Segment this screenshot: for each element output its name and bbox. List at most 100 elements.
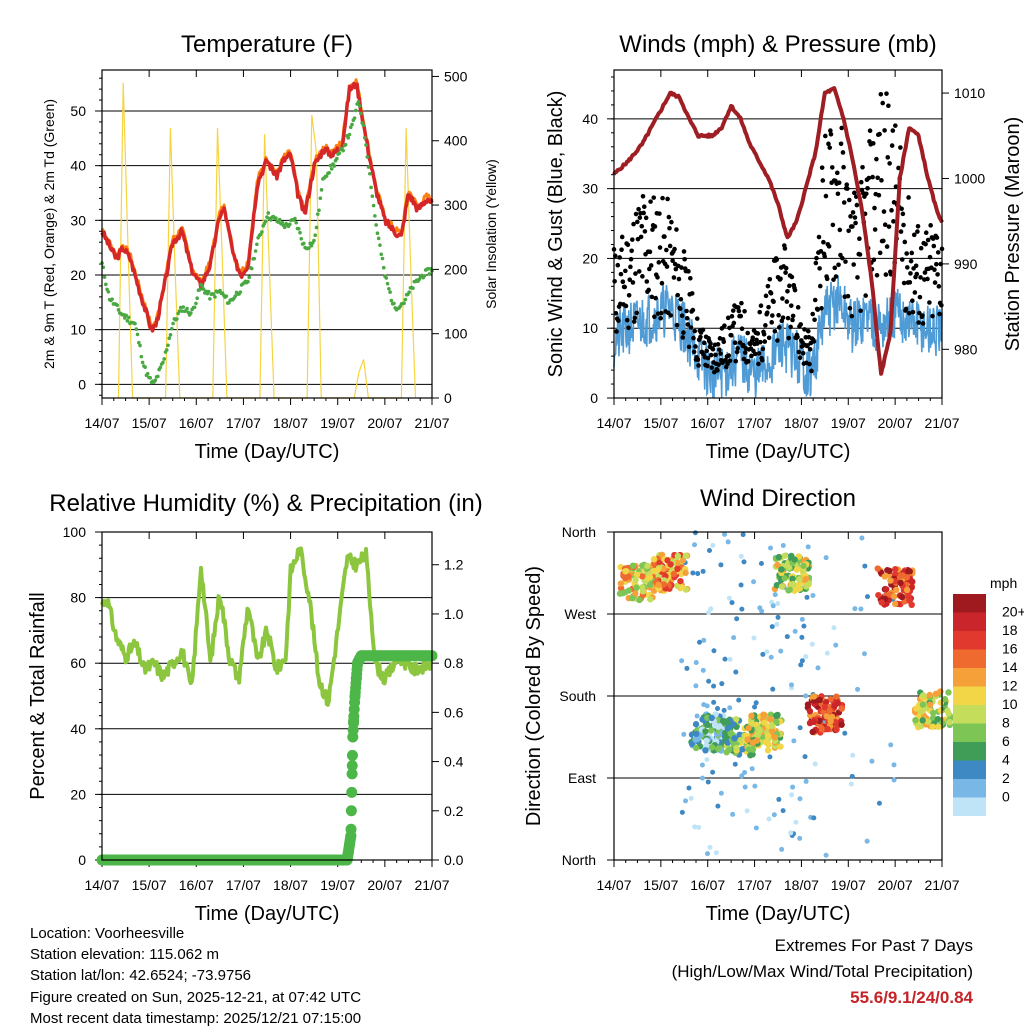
x-tick-label: 14/07 (84, 415, 119, 431)
direction-point (761, 719, 768, 726)
gust-point (669, 219, 674, 225)
direction-point (859, 535, 865, 541)
direction-point (888, 742, 894, 748)
direction-point (864, 838, 870, 844)
dewpoint-point (255, 242, 259, 247)
direction-point (838, 721, 845, 728)
gust-point (864, 191, 869, 197)
direction-point (929, 715, 937, 722)
gust-point (693, 344, 698, 349)
y-tick-label: West (564, 606, 596, 622)
direction-point (733, 669, 739, 675)
direction-point (799, 658, 805, 664)
gust-point (893, 123, 898, 128)
gust-point (739, 300, 744, 306)
direction-point (692, 542, 698, 548)
direction-point (791, 556, 798, 563)
gust-point (830, 222, 836, 228)
gust-point (877, 250, 883, 256)
direction-point (646, 574, 654, 581)
direction-point (799, 634, 805, 640)
gust-point (898, 229, 904, 234)
gust-point (812, 297, 818, 303)
direction-point (729, 600, 735, 606)
direction-point (731, 735, 738, 742)
dewpoint-point (343, 142, 348, 147)
gust-point (823, 133, 828, 139)
chart-title: Wind Direction (700, 485, 856, 512)
direction-point (742, 784, 748, 790)
gust-point (717, 347, 722, 352)
gust-point (778, 276, 783, 282)
direction-point (918, 708, 925, 715)
gust-point (833, 274, 839, 279)
dewpoint-point (274, 216, 278, 220)
direction-point (803, 654, 809, 660)
gust-point (629, 248, 634, 254)
gust-point (865, 185, 870, 191)
gust-point (758, 303, 764, 308)
direction-point (617, 584, 625, 592)
direction-point (705, 779, 711, 785)
legend-swatch (953, 760, 986, 779)
direction-point (752, 783, 758, 789)
direction-point (748, 712, 755, 720)
dewpoint-point (314, 225, 319, 230)
direction-point (702, 747, 709, 754)
direction-point (718, 790, 724, 796)
direction-point (777, 743, 784, 750)
gust-point (889, 208, 894, 213)
direction-point (724, 720, 731, 727)
gust-point (738, 313, 744, 319)
direction-point (919, 701, 927, 708)
gust-point (653, 295, 658, 301)
gust-point (939, 302, 944, 308)
dewpoint-point (269, 218, 273, 222)
gust-point (870, 174, 875, 180)
gust-point (860, 164, 865, 170)
gust-point (858, 308, 863, 314)
x-tick-label: 20/07 (878, 877, 913, 893)
precip-point (346, 786, 358, 798)
dewpoint-point (139, 354, 144, 359)
legend-swatch (953, 779, 986, 798)
direction-point (745, 724, 752, 732)
y-tick-label: 20 (70, 786, 86, 802)
direction-point (810, 718, 818, 726)
direction-point (809, 728, 816, 736)
direction-point (797, 835, 803, 841)
direction-point (935, 723, 942, 730)
gust-point (901, 280, 907, 286)
direction-point (833, 693, 840, 700)
direction-point (699, 775, 705, 781)
gust-point (881, 238, 886, 244)
y-axis-label: 2m & 9m T (Red, Orange) & 2m Td (Green) (41, 99, 57, 369)
x-tick-label: 17/07 (737, 415, 772, 431)
gust-point (826, 244, 832, 249)
gust-point (915, 229, 920, 234)
x-axis-label: Time (Day/UTC) (195, 441, 340, 463)
gust-point (647, 266, 652, 272)
speed-legend: mph 20+ 18 16 14 12 10 8 6 4 2 0 (953, 575, 1024, 816)
gust-point (776, 312, 781, 318)
direction-point (824, 725, 831, 733)
dewpoint-point (249, 266, 254, 271)
direction-point (692, 824, 698, 830)
y-axis-label: Percent & Total Rainfall (27, 592, 49, 800)
direction-point (768, 722, 776, 730)
direction-point (791, 738, 797, 744)
dewpoint-point (192, 305, 197, 310)
x-axis-label: Time (Day/UTC) (706, 903, 851, 925)
station-latlon: Station lat/lon: 42.6524; -73.9756 (30, 967, 252, 985)
direction-point (788, 830, 794, 836)
gust-point (691, 335, 696, 341)
gust-point (916, 310, 922, 316)
precip-point (346, 749, 358, 761)
precip-point (355, 650, 367, 662)
dewpoint-point (168, 333, 173, 337)
direction-point (715, 803, 721, 809)
gust-point (718, 351, 723, 356)
gust-point (656, 260, 662, 265)
dewpoint-point (348, 125, 353, 130)
direction-point (708, 744, 716, 751)
